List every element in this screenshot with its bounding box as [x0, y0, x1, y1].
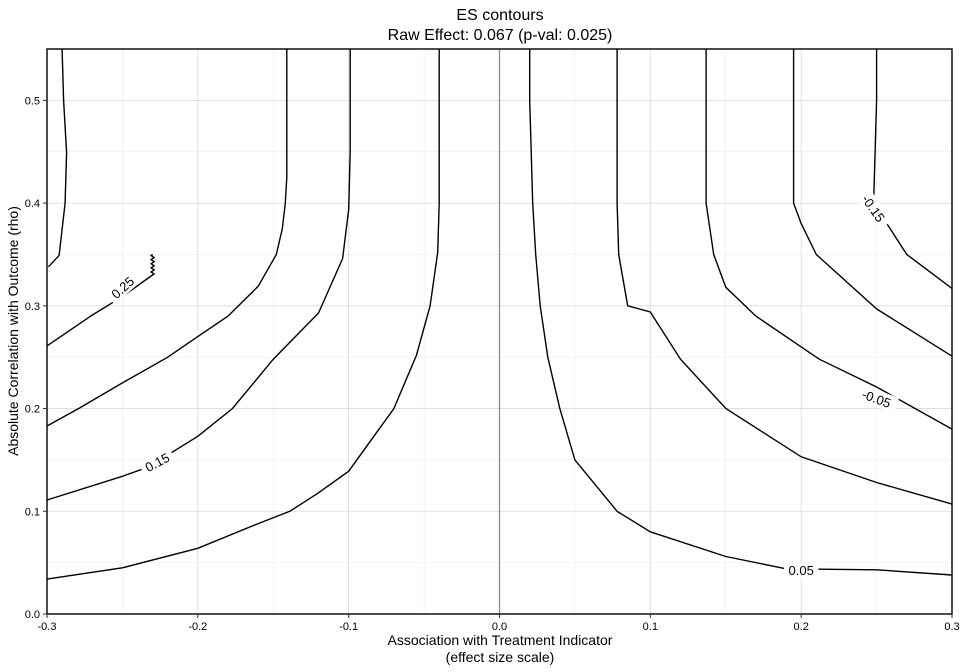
y-tick-label: 0.3: [25, 301, 40, 313]
chart-subtitle: Raw Effect: 0.067 (p-val: 0.025): [388, 27, 613, 44]
contour-label: 0.15: [138, 446, 177, 478]
contour-label-bg: [854, 383, 900, 413]
x-tick-label: 0.2: [794, 621, 809, 633]
contour-label: 0.05: [784, 561, 819, 578]
x-tick-label: -0.1: [339, 621, 358, 633]
x-axis-sublabel: (effect size scale): [446, 649, 555, 665]
x-tick-label: 0.3: [944, 621, 959, 633]
x-tick-label: -0.2: [188, 621, 207, 633]
contour-labels: 0.250.150.05-0.05-0.15: [104, 186, 900, 578]
x-tick-label: -0.3: [38, 621, 57, 633]
contour-label-bg: [104, 269, 141, 305]
contour-line-neg0_1: [792, 49, 953, 357]
contour-label-bg: [138, 446, 177, 478]
x-axis-label: Association with Treatment Indicator: [388, 632, 613, 648]
contour-line-0_1: [46, 49, 440, 580]
contour-line-neg0_05: [705, 49, 953, 430]
y-tick-label: 0.2: [25, 404, 40, 416]
contour-line-0_15: [46, 49, 351, 501]
x-tick-label: 0.0: [492, 621, 507, 633]
chart-title: ES contours: [456, 7, 543, 24]
contour-line-0_3: [47, 48, 68, 268]
y-tick-label: 0.0: [25, 609, 40, 621]
contour-line-0_25: [46, 253, 156, 347]
y-tick-label: 0.1: [25, 506, 40, 518]
contour-line-neg0_15: [872, 49, 953, 289]
y-tick-label: 0.5: [25, 95, 40, 107]
contour-line-0: [616, 49, 953, 505]
x-axis-ticks: -0.3 -0.2 -0.1 0.0 0.1 0.2 0.3: [38, 614, 960, 633]
contour-label-bg: [784, 561, 819, 578]
y-axis-label: Absolute Correlation with Outcome (rho): [5, 206, 21, 456]
contour-label-text: 0.05: [789, 563, 814, 578]
x-tick-label: 0.1: [643, 621, 658, 633]
contour-line-0_05: [529, 49, 953, 576]
contour-line-0_2: [46, 49, 288, 427]
contour-label-bg: [855, 186, 893, 230]
y-tick-label: 0.4: [25, 198, 40, 210]
contour-lines: [46, 48, 953, 580]
y-axis-ticks: 0.0 0.1 0.2 0.3 0.4 0.5: [25, 95, 47, 621]
